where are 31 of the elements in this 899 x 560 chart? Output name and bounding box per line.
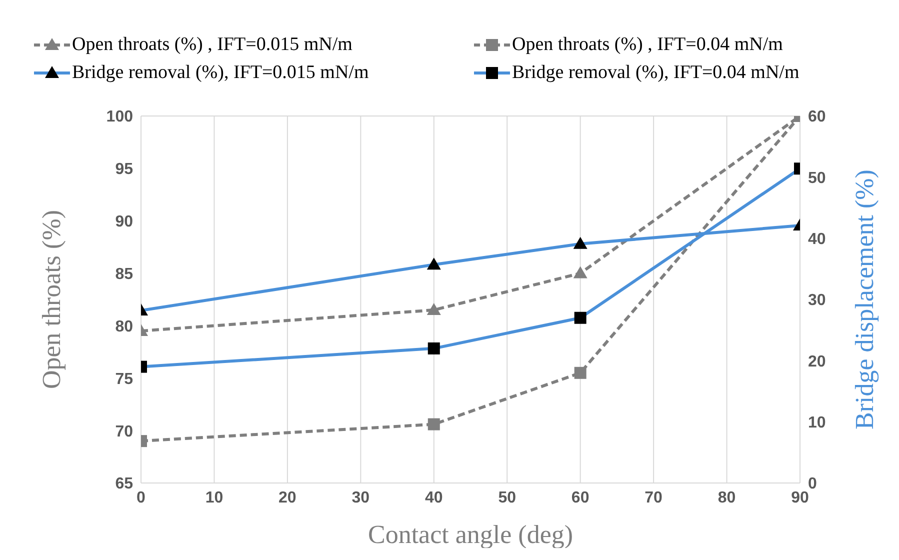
legend-label: Bridge removal (%), IFT=0.015 mN/m xyxy=(72,62,369,84)
y2-tick-label: 40 xyxy=(808,231,826,248)
y-tick-label: 65 xyxy=(115,476,134,493)
y2-tick-label: 30 xyxy=(808,292,826,310)
x-tick-label: 50 xyxy=(498,489,516,506)
y2-axis-title: Bridge displacement (%) xyxy=(850,170,880,430)
y-tick-label: 85 xyxy=(115,266,134,283)
x-tick-label: 0 xyxy=(136,489,146,506)
x-tick-label: 60 xyxy=(571,489,590,506)
x-tick-label: 80 xyxy=(718,489,736,506)
legend-label: Bridge removal (%), IFT=0.04 mN/m xyxy=(512,62,800,84)
legend-label: Open throats (%) , IFT=0.015 mN/m xyxy=(72,34,352,56)
y-tick-label: 95 xyxy=(115,161,134,178)
y2-tick-label: 0 xyxy=(808,476,817,493)
y2-tick-label: 10 xyxy=(808,414,826,432)
x-tick-label: 40 xyxy=(424,489,443,506)
y-tick-label: 80 xyxy=(115,318,134,336)
y-tick-label: 90 xyxy=(115,214,134,231)
y-tick-label: 70 xyxy=(115,423,134,440)
y-tick-label: 75 xyxy=(115,370,134,388)
y-tick-label: 100 xyxy=(106,108,134,126)
x-tick-label: 70 xyxy=(644,489,663,506)
x-tick-label: 10 xyxy=(205,489,224,506)
legend-label: Open throats (%) , IFT=0.04 mN/m xyxy=(512,34,783,56)
x-tick-label: 90 xyxy=(791,489,809,506)
y-axis-title: Open throats (%) xyxy=(37,210,66,390)
y2-tick-label: 60 xyxy=(808,108,826,126)
y2-tick-label: 50 xyxy=(808,170,826,187)
x-tick-label: 30 xyxy=(352,489,370,506)
y2-tick-label: 20 xyxy=(808,353,826,370)
x-tick-label: 20 xyxy=(278,489,296,506)
